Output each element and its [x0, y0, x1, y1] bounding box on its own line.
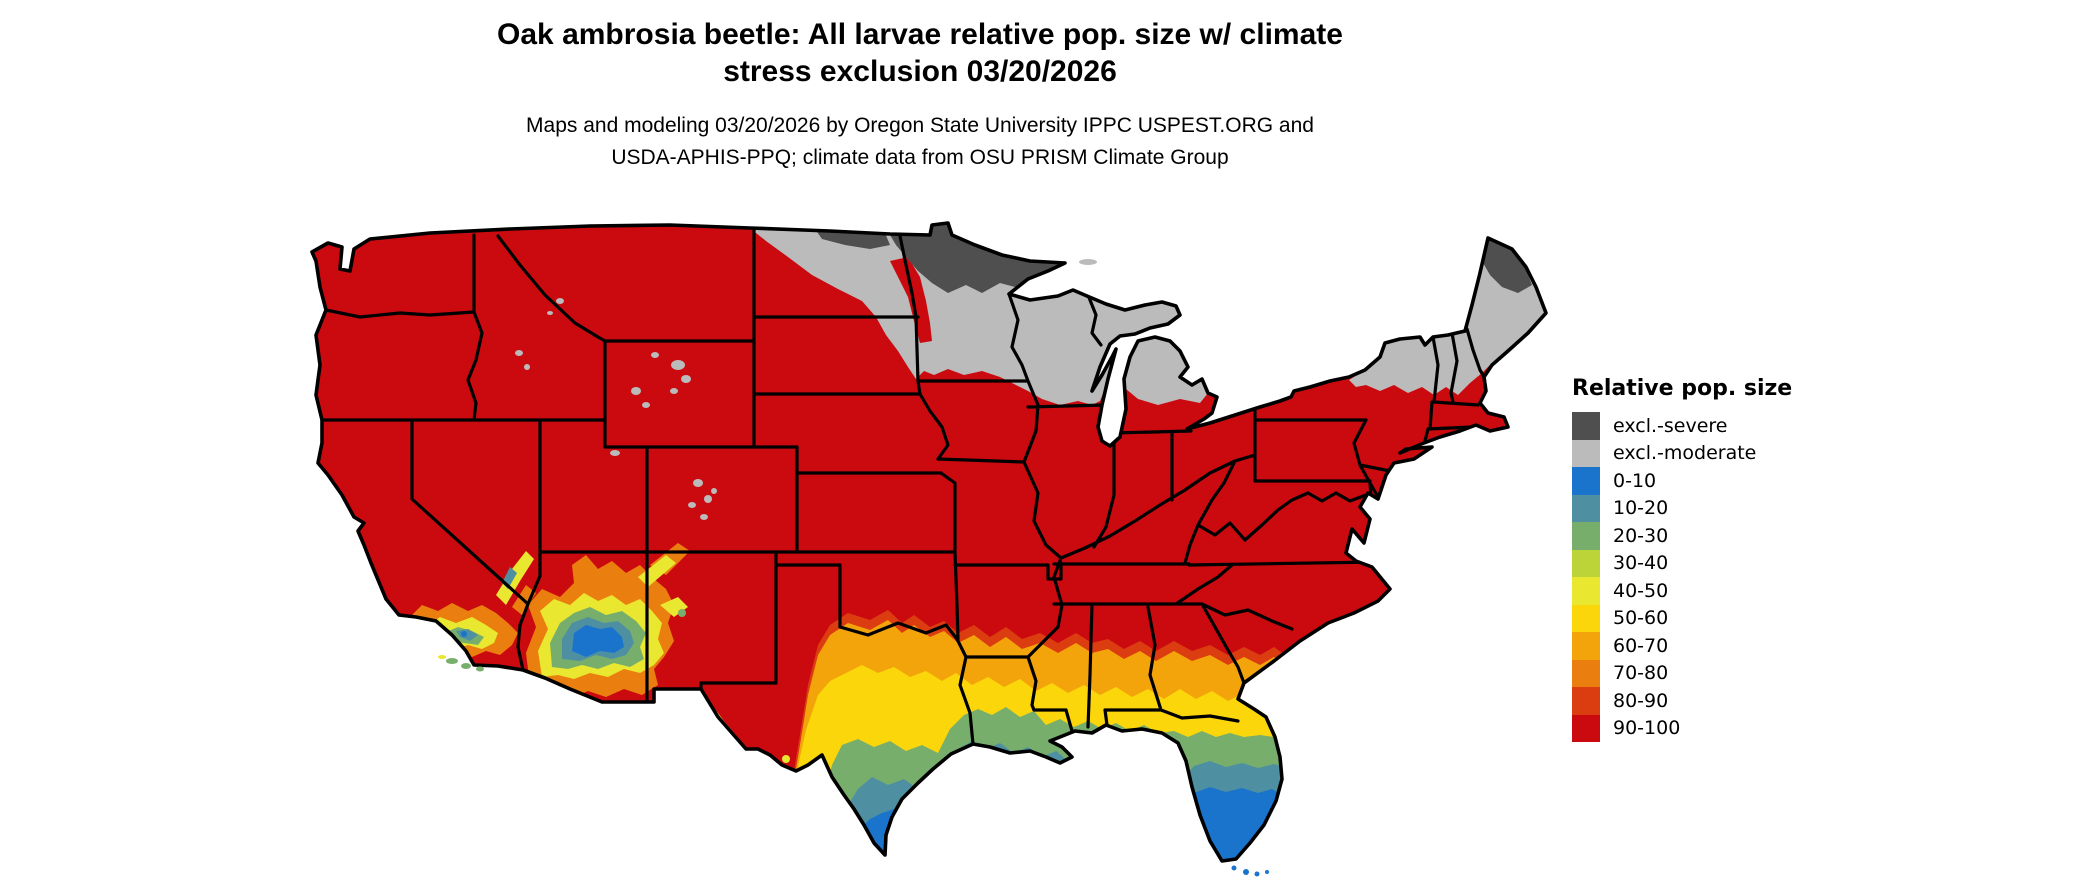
legend-swatch: [1572, 687, 1600, 715]
map-region-excl-moderate-michigan: [1124, 337, 1208, 405]
legend-item-70-80: 70-80: [1572, 659, 1872, 687]
legend-swatch: [1572, 522, 1600, 550]
map-region-excl-severe-minnesota: [815, 223, 1065, 293]
florida-keys: [1231, 865, 1269, 877]
legend-items: excl.-severe excl.-moderate 0-10 10-20 20-30…: [1572, 412, 1872, 742]
map-subtitle-line1: Maps and modeling 03/20/2026 by Oregon S…: [526, 114, 1314, 137]
legend-item-label: 50-60: [1613, 607, 1669, 630]
channel-islands: [438, 655, 484, 672]
legend-item-60-70: 60-70: [1572, 632, 1872, 660]
legend-item-20-30: 20-30: [1572, 522, 1872, 550]
legend-item-label: 90-100: [1613, 717, 1681, 740]
map-title: Oak ambrosia beetle: All larvae relative…: [0, 16, 1840, 90]
us-map-svg: [310, 221, 1548, 877]
legend-item-label: excl.-moderate: [1613, 442, 1757, 465]
map-region-excl-severe-maine: [1482, 240, 1532, 293]
map-region-red-river-valley: [890, 257, 932, 343]
map-speckles-rockies: [515, 298, 717, 520]
legend-title: Relative pop. size: [1572, 376, 1793, 401]
offshore-features: [438, 259, 1269, 877]
legend-item-0-10: 0-10: [1572, 467, 1872, 495]
legend-item-label: 30-40: [1613, 552, 1669, 575]
legend-item-label: 70-80: [1613, 662, 1669, 685]
legend-swatch: [1572, 714, 1600, 742]
legend-swatch: [1572, 549, 1600, 577]
legend-swatch: [1572, 632, 1600, 660]
legend-item-80-90: 80-90: [1572, 687, 1872, 715]
legend-swatch: [1572, 467, 1600, 495]
map-region-0-10-band: [844, 787, 1290, 861]
legend-item-40-50: 40-50: [1572, 577, 1872, 605]
us-outline: [310, 221, 1548, 863]
legend-item-10-20: 10-20: [1572, 494, 1872, 522]
map-title-line1: Oak ambrosia beetle: All larvae relative…: [497, 18, 1343, 51]
legend-item-label: 0-10: [1613, 469, 1657, 492]
legend: Relative pop. size excl.-severe excl.-mod…: [1572, 376, 1872, 742]
legend-item-50-60: 50-60: [1572, 604, 1872, 632]
legend-swatch: [1572, 494, 1600, 522]
isle-royale: [1079, 259, 1097, 265]
map-region-arizona-mottle: [526, 543, 690, 699]
map-region-excl-moderate-north: [750, 223, 1180, 405]
map-subtitle-line2: USDA-APHIS-PPQ; climate data from OSU PR…: [611, 146, 1229, 169]
legend-swatch: [1572, 412, 1600, 440]
map-title-line2: stress exclusion 03/20/2026: [723, 55, 1117, 88]
state-borders: [320, 226, 1488, 746]
legend-swatch: [1572, 577, 1600, 605]
legend-item-30-40: 30-40: [1572, 549, 1872, 577]
map-speckle-bigbend-yellow: [782, 755, 790, 763]
legend-item-excl.-severe: excl.-severe: [1572, 412, 1872, 440]
map-speckle-riogrande-orange: [731, 746, 739, 754]
map-subtitle: Maps and modeling 03/20/2026 by Oregon S…: [0, 110, 1840, 174]
legend-item-label: 60-70: [1613, 634, 1669, 657]
legend-swatch: [1572, 604, 1600, 632]
legend-item-90-100: 90-100: [1572, 714, 1872, 742]
legend-swatch: [1572, 439, 1600, 467]
legend-item-label: 80-90: [1613, 689, 1669, 712]
legend-item-label: 20-30: [1613, 524, 1669, 547]
legend-swatch: [1572, 659, 1600, 687]
legend-item-label: 40-50: [1613, 579, 1669, 602]
us-map: [230, 165, 1560, 892]
legend-item-label: 10-20: [1613, 497, 1669, 520]
legend-item-excl.-moderate: excl.-moderate: [1572, 439, 1872, 467]
legend-item-label: excl.-severe: [1613, 414, 1728, 437]
map-fill-layers: [312, 223, 1546, 861]
